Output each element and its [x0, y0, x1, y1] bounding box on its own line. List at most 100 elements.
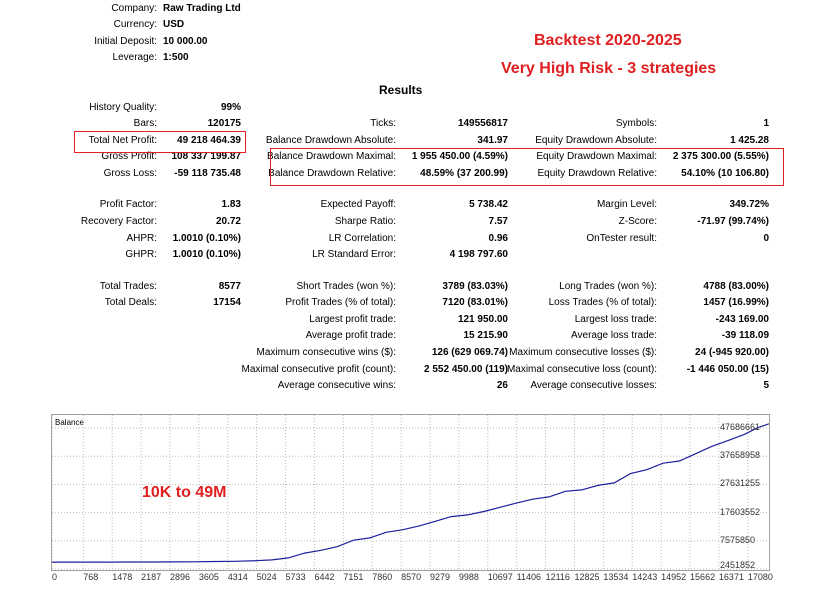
- stat-label: Balance Drawdown Absolute:: [265, 135, 396, 146]
- balance-line: [52, 423, 769, 563]
- stat-label: Equity Drawdown Absolute:: [535, 135, 657, 146]
- deposit-value: 10 000.00: [163, 36, 208, 47]
- y-tick-label: 2451852: [720, 560, 756, 570]
- stat-value: 24 (-945 920.00): [695, 347, 769, 358]
- stat-label: Average profit trade:: [305, 330, 396, 341]
- stat-label: OnTester result:: [586, 233, 657, 244]
- stat-value: 49 218 464.39: [177, 135, 241, 146]
- x-tick-label: 9279: [430, 572, 451, 582]
- stat-label: Recovery Factor:: [80, 216, 157, 227]
- stat-value: 121 950.00: [457, 314, 508, 325]
- x-tick-label: 5733: [285, 572, 306, 582]
- stat-value: -243 169.00: [715, 314, 769, 325]
- stat-value: 54.10% (10 106.80): [681, 168, 769, 179]
- stat-value: 108 337 199.87: [171, 151, 241, 162]
- stat-value: 120175: [207, 118, 241, 129]
- stat-value: -71.97 (99.74%): [697, 216, 769, 227]
- stat-value: 2 552 450.00 (119): [424, 364, 508, 375]
- stat-value: 149556817: [457, 118, 508, 129]
- stat-value: 349.72%: [729, 199, 769, 210]
- stat-value: 20.72: [215, 216, 241, 227]
- stat-value: 5 738.42: [469, 199, 508, 210]
- stat-value: 17154: [213, 297, 241, 308]
- stat-value: 1.0010 (0.10%): [172, 233, 241, 244]
- x-tick-label: 11406: [516, 572, 542, 582]
- x-tick-label: 14952: [661, 572, 687, 582]
- currency-label: Currency:: [113, 19, 157, 30]
- currency-value: USD: [163, 19, 185, 30]
- stat-value: -1 446 050.00 (15): [686, 364, 769, 375]
- stat-label: Long Trades (won %):: [559, 281, 657, 292]
- stat-value: 1 955 450.00 (4.59%): [411, 151, 508, 162]
- x-tick-label: 0: [52, 572, 58, 582]
- stat-value: 3789 (83.03%): [442, 281, 508, 292]
- stat-value: 4788 (83.00%): [703, 281, 769, 292]
- stat-label: Loss Trades (% of total):: [548, 297, 657, 308]
- stat-label: Sharpe Ratio:: [334, 216, 396, 227]
- stat-value: 1: [763, 118, 769, 129]
- stat-label: Maximum consecutive losses ($):: [509, 347, 657, 358]
- stat-label: Maximal consecutive profit (count):: [241, 364, 396, 375]
- x-tick-label: 3605: [198, 572, 219, 582]
- x-tick-label: 16371: [718, 572, 744, 582]
- x-tick-label: 7151: [343, 572, 364, 582]
- y-tick-label: 37658958: [720, 450, 761, 461]
- x-tick-label: 768: [83, 572, 99, 582]
- stat-label: Margin Level:: [596, 199, 657, 210]
- x-tick-label: 12825: [574, 572, 600, 582]
- deposit-label: Initial Deposit:: [94, 36, 157, 47]
- stat-label: History Quality:: [89, 102, 157, 113]
- x-tick-label: 17080: [747, 572, 773, 582]
- stat-label: Average loss trade:: [571, 330, 657, 341]
- highlight-net-profit: [74, 131, 246, 153]
- y-tick-label: 17603552: [720, 506, 761, 517]
- y-tick-label: 27631255: [720, 478, 761, 489]
- stat-label: Z-Score:: [618, 216, 657, 227]
- x-tick-label: 2187: [141, 572, 162, 582]
- stat-value: 48.59% (37 200.99): [420, 168, 508, 179]
- stat-label: Ticks:: [370, 118, 396, 129]
- x-tick-label: 6442: [314, 572, 335, 582]
- x-tick-label: 2896: [169, 572, 190, 582]
- stat-label: Average consecutive losses:: [530, 380, 657, 391]
- x-tick-label: 7860: [372, 572, 393, 582]
- stat-value: 341.97: [477, 135, 508, 146]
- x-tick-label: 10697: [487, 572, 513, 582]
- stat-value: 1 425.28: [730, 135, 769, 146]
- stat-label: Short Trades (won %):: [296, 281, 396, 292]
- stat-label: Maximum consecutive wins ($):: [256, 347, 396, 358]
- stat-label: Balance Drawdown Maximal:: [267, 151, 396, 162]
- headline-period: Backtest 2020-2025: [534, 32, 682, 49]
- stat-value: 126 (629 069.74): [431, 347, 508, 358]
- stat-value: -39 118.09: [721, 330, 769, 341]
- stat-value: 1.0010 (0.10%): [172, 249, 241, 260]
- balance-chart: Balance 10K to 49M: [51, 414, 770, 571]
- x-tick-label: 8570: [401, 572, 422, 582]
- headline-risk: Very High Risk - 3 strategies: [501, 60, 717, 77]
- company-value: Raw Trading Ltd: [163, 3, 241, 14]
- stat-value: 26: [496, 380, 508, 391]
- stat-label: Maximal consecutive loss (count):: [506, 364, 657, 375]
- x-tick-label: 4314: [227, 572, 248, 582]
- stat-label: Total Deals:: [104, 297, 157, 308]
- x-tick-label: 12116: [545, 572, 570, 582]
- stat-label: Expected Payoff:: [320, 199, 396, 210]
- x-tick-label: 15662: [690, 572, 716, 582]
- balance-chart-svg: Balance 10K to 49M: [52, 415, 769, 570]
- leverage-value: 1:500: [163, 52, 189, 63]
- chart-annotation: 10K to 49M: [142, 484, 226, 501]
- x-tick-label: 1478: [112, 572, 133, 582]
- company-label: Company:: [111, 3, 157, 14]
- stat-value: 7.57: [488, 216, 508, 227]
- stat-label: Gross Profit:: [101, 151, 157, 162]
- stat-value: 7120 (83.01%): [442, 297, 508, 308]
- stat-label: Equity Drawdown Relative:: [537, 168, 658, 179]
- stat-label: Largest profit trade:: [309, 314, 396, 325]
- x-tick-label: 5024: [256, 572, 277, 582]
- stat-label: AHPR:: [126, 233, 157, 244]
- stat-label: Largest loss trade:: [574, 314, 657, 325]
- stat-value: 99%: [220, 102, 241, 113]
- stat-label: Equity Drawdown Maximal:: [536, 151, 657, 162]
- stat-label: Profit Factor:: [99, 199, 157, 210]
- y-tick-label: 47686661: [720, 422, 761, 433]
